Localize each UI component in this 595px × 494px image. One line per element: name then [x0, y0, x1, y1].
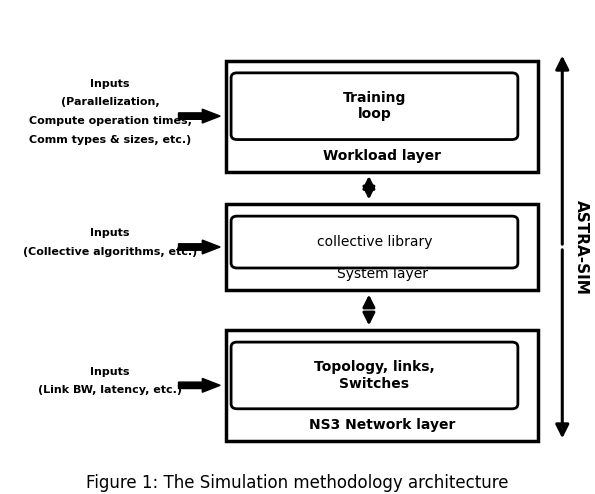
Text: Inputs: Inputs — [90, 228, 130, 238]
Text: Topology, links,
Switches: Topology, links, Switches — [314, 360, 435, 391]
FancyBboxPatch shape — [231, 342, 518, 409]
Text: Compute operation times,: Compute operation times, — [29, 116, 192, 126]
Bar — [226, 204, 538, 290]
Text: Figure 1: The Simulation methodology architecture: Figure 1: The Simulation methodology arc… — [86, 474, 509, 492]
Text: Training
loop: Training loop — [343, 91, 406, 122]
FancyBboxPatch shape — [231, 73, 518, 140]
Bar — [226, 61, 538, 172]
Text: collective library: collective library — [317, 235, 432, 249]
FancyArrow shape — [178, 378, 220, 392]
Text: (Link BW, latency, etc.): (Link BW, latency, etc.) — [38, 385, 182, 395]
Text: NS3 Network layer: NS3 Network layer — [309, 418, 456, 432]
Text: Inputs: Inputs — [90, 79, 130, 88]
Text: System layer: System layer — [337, 267, 428, 282]
Text: (Collective algorithms, etc.): (Collective algorithms, etc.) — [23, 247, 197, 257]
Text: (Parallelization,: (Parallelization, — [61, 97, 159, 107]
FancyArrow shape — [178, 240, 220, 254]
Text: Comm types & sizes, etc.): Comm types & sizes, etc.) — [29, 135, 191, 145]
Text: Workload layer: Workload layer — [323, 149, 441, 163]
Bar — [226, 330, 538, 441]
FancyBboxPatch shape — [231, 216, 518, 268]
Text: Inputs: Inputs — [90, 367, 130, 376]
FancyArrow shape — [178, 109, 220, 123]
Text: ASTRA-SIM: ASTRA-SIM — [574, 200, 589, 294]
